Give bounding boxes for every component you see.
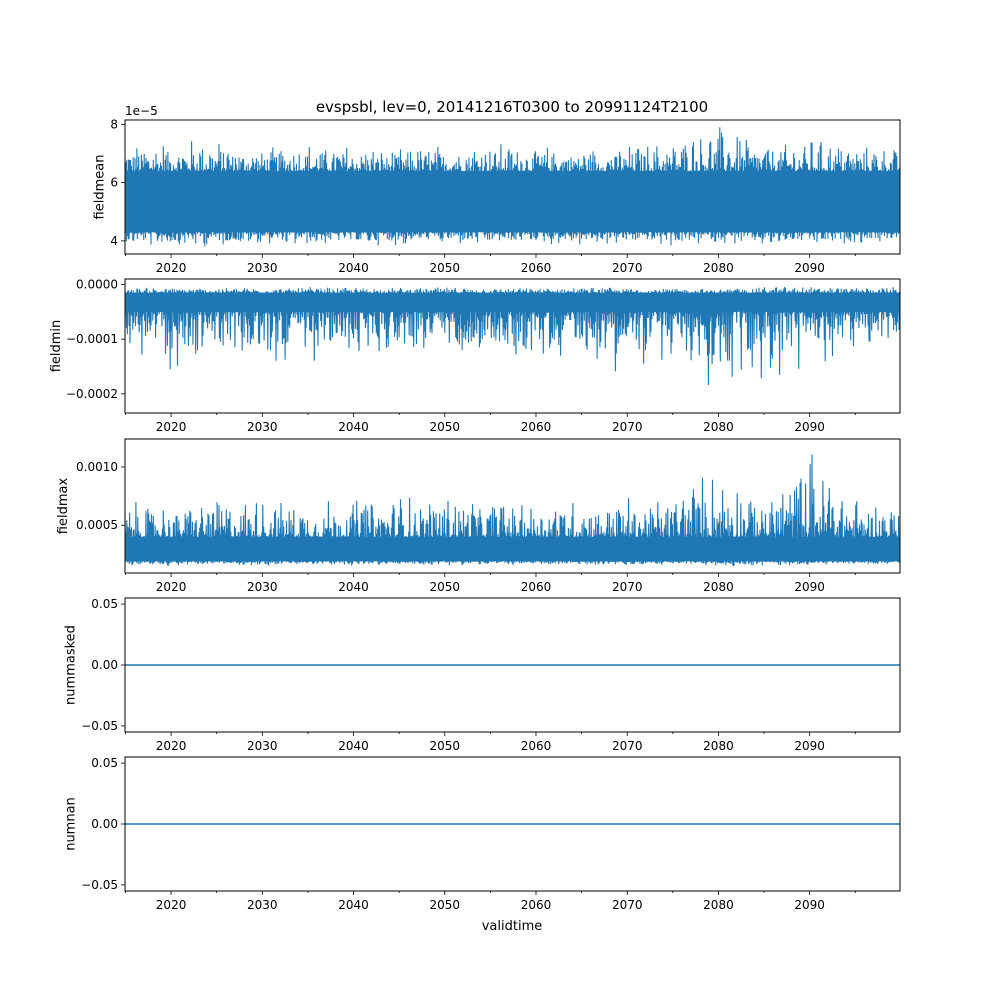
x-tick-label: 2030 bbox=[247, 739, 278, 753]
panel-numnan: 2020 2030 2040 2050 2060 2070 2080 2090 0.05 0.00… bbox=[64, 756, 901, 912]
y-tick-label: 8 bbox=[110, 117, 118, 131]
x-tick-label: 2090 bbox=[794, 420, 825, 434]
figure-title: evspsbl, lev=0, 20141216T0300 to 2099112… bbox=[316, 98, 708, 116]
series-line-fieldmax bbox=[125, 454, 900, 567]
y-tick-label: −0.0001 bbox=[66, 332, 118, 346]
x-tick-label: 2040 bbox=[338, 898, 369, 912]
x-tick-label: 2070 bbox=[612, 420, 643, 434]
x-tick-label: 2060 bbox=[521, 898, 552, 912]
y-tick-label: 0.0010 bbox=[76, 460, 118, 474]
y-tick-label: −0.05 bbox=[81, 719, 118, 733]
y-tick-label: 0.0005 bbox=[76, 518, 118, 532]
axes-frame bbox=[124, 278, 901, 414]
x-tick-label: 2090 bbox=[794, 898, 825, 912]
x-tick-label: 2020 bbox=[156, 739, 187, 753]
x-tick-label: 2050 bbox=[429, 898, 460, 912]
y-axis-label: fieldmax bbox=[56, 478, 71, 535]
x-tick-label: 2090 bbox=[794, 261, 825, 275]
x-tick-label: 2050 bbox=[429, 261, 460, 275]
y-axis-label: fieldmean bbox=[93, 155, 108, 220]
panel-fieldmax: 2020 2030 2040 2050 2060 2070 2080 2090 0.0005 0.… bbox=[56, 438, 901, 594]
x-tick-label: 2050 bbox=[429, 739, 460, 753]
x-tick-label: 2070 bbox=[612, 580, 643, 594]
y-tick-label: 0.00 bbox=[91, 658, 118, 672]
x-tick-label: 2050 bbox=[429, 420, 460, 434]
y-tick-label: 0.0000 bbox=[76, 277, 118, 291]
subplot-panels: 2020 2030 2040 2050 2060 2070 2080 2090 4 6 8 field… bbox=[49, 104, 901, 912]
x-tick-label: 2080 bbox=[703, 580, 734, 594]
x-tick-label: 2090 bbox=[794, 580, 825, 594]
x-tick-label: 2070 bbox=[612, 261, 643, 275]
x-tick-label: 2040 bbox=[338, 739, 369, 753]
x-axis-label: validtime bbox=[482, 919, 543, 934]
y-tick-label: 0.00 bbox=[91, 817, 118, 831]
x-tick-label: 2060 bbox=[521, 420, 552, 434]
x-tick-label: 2090 bbox=[794, 739, 825, 753]
x-tick-label: 2050 bbox=[429, 580, 460, 594]
x-tick-label: 2030 bbox=[247, 898, 278, 912]
x-tick-label: 2020 bbox=[156, 261, 187, 275]
axes-frame bbox=[124, 119, 901, 255]
x-tick-label: 2080 bbox=[703, 420, 734, 434]
x-tick-label: 2020 bbox=[156, 420, 187, 434]
y-offset-text: 1e−5 bbox=[125, 104, 158, 118]
y-tick-label: 4 bbox=[110, 234, 118, 248]
x-tick-label: 2030 bbox=[247, 261, 278, 275]
panel-fieldmin: 2020 2030 2040 2050 2060 2070 2080 2090 0.0000 −0… bbox=[49, 277, 901, 434]
y-tick-label: 0.05 bbox=[91, 756, 118, 770]
x-tick-label: 2020 bbox=[156, 898, 187, 912]
x-tick-label: 2080 bbox=[703, 898, 734, 912]
y-axis-label: fieldmin bbox=[49, 320, 64, 373]
x-tick-label: 2030 bbox=[247, 420, 278, 434]
panel-fieldmean: 2020 2030 2040 2050 2060 2070 2080 2090 4 6 8 field… bbox=[93, 104, 901, 275]
series-line-fieldmean bbox=[125, 127, 900, 247]
x-tick-label: 2060 bbox=[521, 580, 552, 594]
x-tick-label: 2060 bbox=[521, 261, 552, 275]
x-tick-label: 2060 bbox=[521, 739, 552, 753]
x-tick-label: 2070 bbox=[612, 898, 643, 912]
y-tick-label: 6 bbox=[110, 176, 118, 190]
x-tick-label: 2020 bbox=[156, 580, 187, 594]
y-axis-label: nummasked bbox=[64, 625, 79, 705]
x-tick-label: 2070 bbox=[612, 739, 643, 753]
y-tick-label: 0.05 bbox=[91, 597, 118, 611]
x-tick-label: 2080 bbox=[703, 261, 734, 275]
x-tick-label: 2030 bbox=[247, 580, 278, 594]
panel-nummasked: 2020 2030 2040 2050 2060 2070 2080 2090 0.05 0.00… bbox=[64, 597, 901, 753]
y-tick-label: −0.0002 bbox=[66, 387, 118, 401]
x-tick-label: 2040 bbox=[338, 261, 369, 275]
series-line-fieldmin bbox=[125, 286, 900, 386]
y-tick-label: −0.05 bbox=[81, 878, 118, 892]
x-tick-label: 2080 bbox=[703, 739, 734, 753]
x-tick-label: 2040 bbox=[338, 580, 369, 594]
x-tick-label: 2040 bbox=[338, 420, 369, 434]
axes-frame bbox=[124, 438, 901, 574]
y-axis-label: numnan bbox=[64, 797, 79, 851]
